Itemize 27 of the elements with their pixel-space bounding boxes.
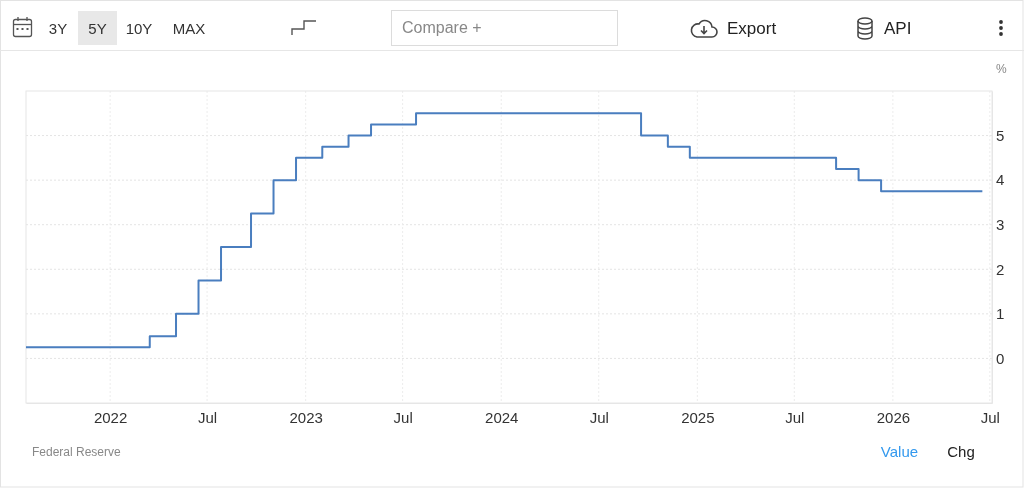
text: 10Y: [125, 20, 153, 37]
y-tick-label: 4: [996, 171, 1005, 189]
text-field: Compare +: [391, 10, 618, 46]
x-tick-label: 2022: [93, 408, 128, 426]
y-tick-label: 3: [996, 216, 1005, 234]
text: Export: [727, 19, 777, 38]
x-tick-label: Jul: [785, 408, 805, 426]
y-axis-title: %: [996, 62, 1007, 76]
x-tick-label: 2026: [876, 408, 911, 426]
x-tick-label: 2025: [681, 408, 715, 426]
y-tick-label: 2: [996, 260, 1005, 278]
y-tick-label: 5: [996, 126, 1005, 144]
text: Federal Reserve: [32, 445, 122, 459]
text: MAX: [172, 20, 206, 37]
text: API: [884, 19, 912, 38]
x-tick-label: Jul: [980, 408, 1000, 426]
selected-button: 5Y: [78, 11, 117, 45]
x-tick-label: Jul: [589, 408, 609, 426]
y-tick-label: 0: [996, 349, 1005, 367]
x-tick-label: 2024: [485, 408, 519, 426]
x-tick-label: 2023: [289, 408, 323, 426]
text: Value: [880, 443, 919, 460]
text: 3Y: [48, 20, 68, 37]
y-tick-label: 1: [996, 305, 1005, 323]
text: Chg: [947, 443, 975, 460]
x-tick-label: Jul: [393, 408, 413, 426]
x-tick-label: Jul: [198, 408, 218, 426]
